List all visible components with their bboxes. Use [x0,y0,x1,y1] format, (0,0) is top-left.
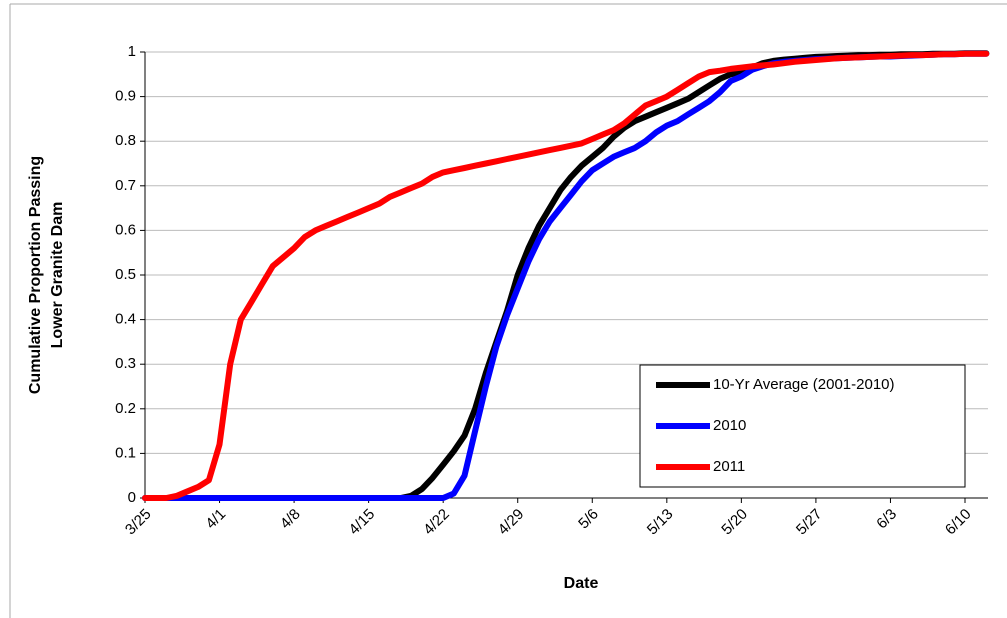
x-tick-label: 4/1 [202,506,229,533]
x-tick-label: 5/13 [644,506,677,539]
x-tick-label: 4/8 [277,506,304,533]
y-tick-label: 0.7 [115,177,136,194]
x-tick-label: 5/6 [575,506,602,533]
line-series [142,50,990,501]
y-tick-label: 0.9 [115,88,136,105]
y-axis-title: Lower Granite Dam [49,202,66,349]
legend-label: 2011 [713,458,745,475]
x-tick-label: 4/22 [420,506,453,539]
x-tick-label: 6/3 [873,506,900,533]
y-tick-label: 0 [128,489,136,506]
legend-label: 10-Yr Average (2001-2010) [713,376,895,393]
legend-label: 2010 [713,417,746,434]
y-tick-label: 0.6 [115,221,136,238]
y-tick-label: 0.2 [115,400,136,417]
y-axis-title: Cumulative Proportion Passing [27,156,44,394]
x-tick-label: 3/25 [122,506,155,539]
x-tick-label: 4/15 [346,506,379,539]
y-tick-label: 0.5 [115,266,136,283]
x-tick-label: 5/27 [793,506,826,539]
y-tick-label: 1 [128,43,136,60]
x-axis-title: Date [564,575,599,592]
x-tick-label: 6/10 [942,506,975,539]
y-tick-label: 0.4 [115,311,136,328]
x-tick-label: 5/20 [718,506,751,539]
x-tick-label: 4/29 [495,506,528,539]
y-tick-label: 0.8 [115,132,136,149]
y-tick-label: 0.1 [115,444,136,461]
y-tick-label: 0.3 [115,355,136,372]
